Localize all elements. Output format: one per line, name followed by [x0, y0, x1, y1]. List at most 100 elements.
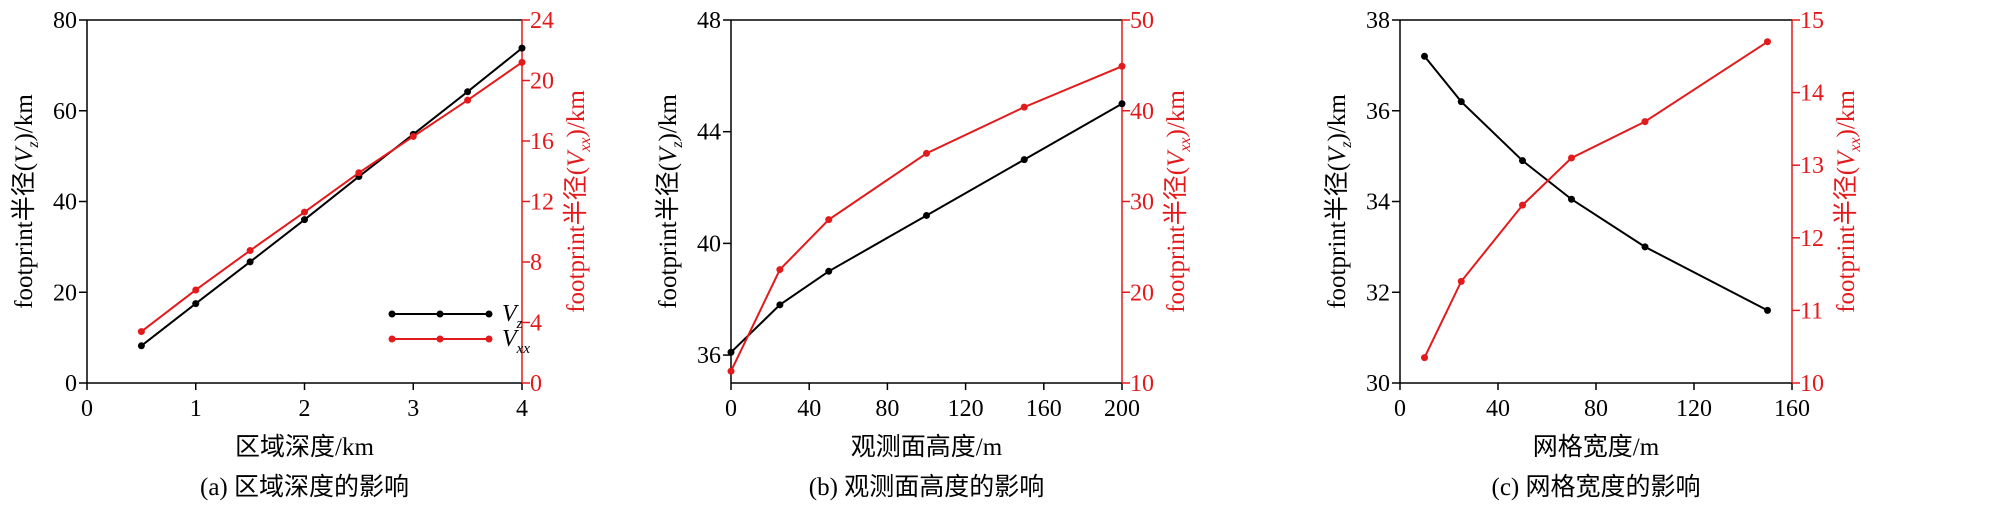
data-point-vz [1421, 52, 1428, 60]
y-tick-label: 20 [53, 280, 77, 306]
y2-axis-label-var: V [1833, 149, 1860, 167]
y2-axis-label-sub: xx [1847, 137, 1864, 152]
y2-tick-label: 13 [1800, 153, 1824, 179]
y2-tick-label: 8 [530, 250, 542, 276]
series-line-vxx [140, 61, 523, 333]
series-line-vxx [730, 65, 1123, 372]
y2-axis-label-tail: )/km [563, 90, 590, 138]
x-tick-label: 80 [875, 396, 899, 422]
data-point-vz [137, 342, 145, 350]
data-point-vxx [727, 367, 735, 375]
x-axis-label: 网格宽度/m [1533, 433, 1660, 461]
x-tick-label: 200 [1104, 396, 1140, 422]
x-tick-label: 2 [299, 396, 311, 422]
legend-marker [388, 335, 396, 343]
y-axis-label-var: V [655, 145, 682, 163]
data-point-vxx [137, 328, 145, 336]
x-tick-label: 40 [797, 396, 821, 422]
y2-axis-label-tail: )/km [1163, 90, 1190, 138]
y-axis-label-tail: )/km [655, 94, 682, 142]
data-point-vz [518, 44, 526, 52]
legend-marker [436, 335, 444, 343]
y2-axis-label-tail: )/km [1833, 90, 1860, 138]
y2-axis-label: footprint半径(Vxx)/km [562, 90, 594, 313]
y2-axis-label-var: V [1163, 149, 1190, 167]
data-point-vxx [1568, 154, 1575, 162]
y-axis-label-main: footprint半径( [10, 163, 38, 309]
y-tick-label: 0 [65, 371, 77, 397]
y-tick-label: 48 [697, 8, 721, 34]
y-axis-label: footprint半径(Vz)/km [654, 94, 686, 309]
y2-axis-label-var: V [563, 149, 590, 167]
x-tick-label: 40 [1486, 396, 1510, 422]
y2-tick-label: 10 [1800, 371, 1824, 397]
legend-label-name: V [502, 326, 519, 352]
data-point-vz [246, 258, 254, 266]
y-axis-label-var: V [11, 145, 38, 163]
y-axis-label-tail: )/km [1324, 94, 1351, 142]
y2-axis-label: footprint半径(Vxx)/km [1832, 90, 1864, 313]
data-point-vxx [1020, 103, 1028, 111]
x-tick-label: 0 [81, 396, 93, 422]
data-point-vz [301, 216, 308, 224]
data-point-vxx [1519, 201, 1526, 209]
y2-tick-label: 4 [530, 311, 542, 337]
y2-axis-label-sub: xx [1177, 137, 1194, 152]
legend-label-sub: z [516, 316, 523, 332]
data-point-vxx [355, 169, 363, 177]
y2-tick-label: 20 [530, 69, 554, 95]
panel-caption: (c) 网格宽度的影响 [1492, 473, 1701, 501]
y2-tick-label: 0 [530, 371, 542, 397]
x-axis-label: 观测面高度/m [851, 433, 1003, 461]
panel-caption: (a) 区域深度的影响 [200, 473, 409, 501]
y-axis-label-main: footprint半径( [654, 163, 682, 309]
x-tick-label: 0 [725, 396, 737, 422]
legend-marker [485, 310, 493, 318]
data-point-vxx [192, 286, 200, 294]
y2-tick-label: 40 [1130, 99, 1154, 125]
data-point-vz [825, 267, 833, 275]
data-point-vz [1641, 243, 1649, 251]
data-point-vz [1764, 306, 1771, 314]
legend-marker [485, 335, 493, 343]
series-line-vz [140, 47, 523, 347]
y-axis-label-sub: z [669, 141, 686, 149]
x-tick-label: 4 [516, 396, 528, 422]
y-axis-label: footprint半径(Vz)/km [1323, 94, 1355, 309]
legend-label-sub: xx [516, 341, 531, 357]
y2-tick-label: 10 [1130, 371, 1154, 397]
y2-tick-label: 30 [1130, 190, 1154, 216]
data-point-vz [776, 301, 784, 309]
y2-tick-label: 24 [530, 8, 554, 34]
y-axis-label-tail: )/km [11, 94, 38, 142]
x-axis-label: 区域深度/km [235, 433, 374, 461]
y-tick-label: 36 [1366, 99, 1390, 125]
data-point-vxx [1457, 277, 1465, 285]
y2-axis-label-sub: xx [577, 137, 594, 152]
data-point-vz [1118, 100, 1126, 108]
y2-tick-label: 11 [1800, 298, 1823, 324]
y2-tick-label: 12 [530, 190, 554, 216]
y-tick-label: 44 [697, 120, 721, 146]
y2-tick-label: 14 [1800, 81, 1824, 107]
y2-axis-label-main: footprint半径( [1162, 167, 1190, 313]
y-tick-label: 34 [1366, 190, 1390, 216]
y2-tick-label: 12 [1800, 226, 1824, 252]
data-point-vz [727, 348, 735, 356]
y-tick-label: 36 [697, 343, 721, 369]
y2-tick-label: 20 [1130, 280, 1154, 306]
chart-panel-b: 0 40 80 120 160 200 36 40 44 48 10 20 30 40 50 观测面高度/m (… [654, 8, 1194, 501]
x-tick-label: 120 [948, 396, 984, 422]
data-point-vxx [301, 208, 308, 216]
legend-marker [436, 310, 444, 318]
panel-caption: (b) 观测面高度的影响 [809, 473, 1044, 501]
y-tick-label: 60 [53, 99, 77, 125]
data-point-vxx [246, 247, 254, 255]
y-tick-label: 32 [1366, 280, 1390, 306]
y-axis-label-main: footprint半径( [1323, 163, 1351, 309]
y-axis-label: footprint半径(Vz)/km [10, 94, 42, 309]
x-tick-label: 3 [407, 396, 419, 422]
